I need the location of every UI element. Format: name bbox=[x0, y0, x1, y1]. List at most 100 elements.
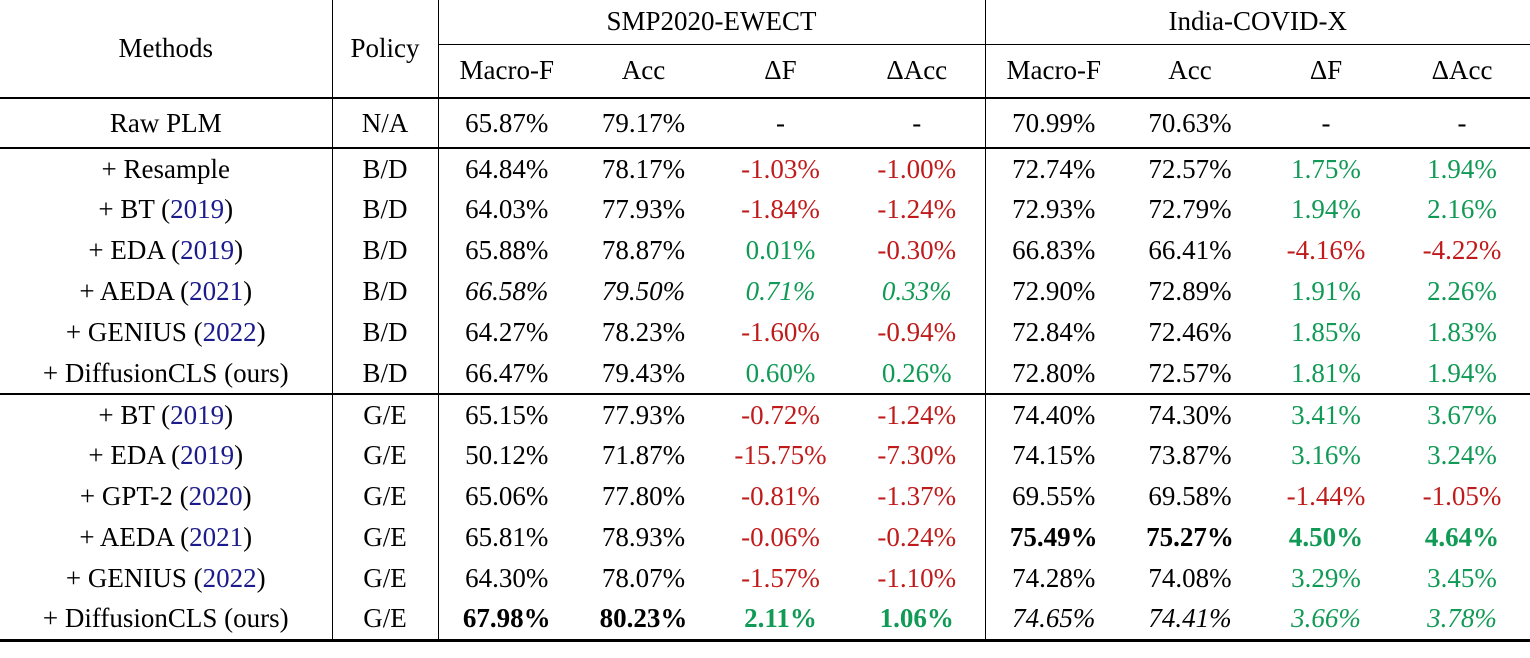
metric-cell: 1.81% bbox=[1291, 357, 1361, 388]
metric-cell: -1.24% bbox=[849, 394, 986, 435]
method-label: Raw PLM bbox=[109, 107, 222, 138]
metric-cell: 3.29% bbox=[1291, 563, 1361, 593]
method-label: ) bbox=[256, 563, 266, 593]
metric-cell: 78.23% bbox=[601, 317, 686, 347]
metric-cell: 2.16% bbox=[1427, 194, 1497, 224]
method-cell: + BT (2019) bbox=[0, 189, 333, 230]
citation-year: 2021 bbox=[189, 522, 244, 552]
method-cell: + BT (2019) bbox=[0, 394, 333, 435]
metric-cell: 78.17% bbox=[601, 153, 686, 184]
metric-cell: 72.89% bbox=[1148, 276, 1232, 306]
metric-cell: 75.27% bbox=[1146, 522, 1234, 552]
group-header-row: Methods Policy SMP2020-EWECT India-COVID… bbox=[0, 0, 1530, 98]
col-header-india-delta-f: ΔF bbox=[1309, 55, 1343, 86]
metric-cell: 1.83% bbox=[1427, 317, 1497, 347]
table-row: + GENIUS (2022) G/E 64.30% 78.07% -1.57% -1.1… bbox=[0, 558, 1530, 599]
metric-cell: 1.85% bbox=[1291, 317, 1361, 347]
metric-cell: 67.98% bbox=[462, 603, 551, 634]
col-header-smp-macro-f: Macro-F bbox=[459, 55, 554, 86]
method-cell: Raw PLM bbox=[0, 98, 333, 148]
metric-cell: 79.50% bbox=[601, 276, 686, 306]
metric-cell: - bbox=[776, 107, 785, 138]
method-cell: + GPT-2 (2020) bbox=[0, 476, 333, 517]
metric-cell: 75.49% bbox=[1009, 522, 1098, 552]
metric-cell: 1.06% bbox=[849, 599, 986, 640]
policy-cell: G/E bbox=[332, 517, 439, 558]
metric-cell: -0.94% bbox=[849, 312, 986, 353]
method-label: + BT ( bbox=[98, 399, 171, 430]
metric-cell: 73.87% bbox=[1148, 440, 1232, 470]
table-row: + AEDA (2021) G/E 65.81% 78.93% -0.06% -0.24%… bbox=[0, 517, 1530, 558]
policy-cell: G/E bbox=[332, 476, 439, 517]
metric-cell: 1.94% bbox=[1291, 194, 1361, 224]
metric-cell: 3.24% bbox=[1427, 440, 1497, 470]
metric-cell: -15.75% bbox=[734, 440, 827, 470]
group-header-india-covid-x: India-COVID-X bbox=[985, 0, 1530, 45]
table-row: + Resample B/D 64.84% 78.17% -1.03% -1.00% 72.… bbox=[0, 148, 1530, 189]
metric-cell: 3.41% bbox=[1291, 399, 1361, 430]
table-row: Raw PLM N/A 65.87% 79.17% - -70.99% 70.63% - - bbox=[0, 98, 1530, 148]
method-label: ) bbox=[256, 317, 266, 347]
metric-cell: 78.07% bbox=[601, 563, 686, 593]
metric-cell: 1.94% bbox=[1427, 357, 1497, 388]
method-label: ) bbox=[242, 481, 252, 511]
policy-cell: B/D bbox=[332, 353, 439, 394]
metric-cell: 69.58% bbox=[1148, 481, 1232, 511]
metric-cell: -0.24% bbox=[849, 517, 986, 558]
method-label: ) bbox=[224, 399, 234, 430]
metric-cell: -1.24% bbox=[849, 189, 986, 230]
citation-year: 2019 bbox=[170, 399, 225, 430]
metric-cell: 65.15% bbox=[465, 399, 549, 430]
section-generate-exploit: + BT (2019) G/E 65.15% 77.93% -0.72% -1.24% 74… bbox=[0, 394, 1530, 640]
metric-cell: 65.88% bbox=[465, 235, 549, 265]
policy-cell: G/E bbox=[332, 394, 439, 435]
metric-cell: 74.40% bbox=[1012, 399, 1096, 430]
citation-year: 2019 bbox=[170, 194, 225, 224]
metric-cell: 77.93% bbox=[601, 194, 686, 224]
method-label: + AEDA ( bbox=[79, 276, 190, 306]
metric-cell: 65.87% bbox=[465, 107, 549, 138]
metric-cell: 3.67% bbox=[1427, 399, 1497, 430]
metric-cell: 3.45% bbox=[1427, 563, 1497, 593]
method-label: ) bbox=[234, 235, 244, 265]
metric-cell: 66.83% bbox=[1012, 235, 1096, 265]
metric-cell: - bbox=[1321, 107, 1331, 138]
metric-cell: 70.63% bbox=[1148, 107, 1232, 138]
citation-year: 2019 bbox=[180, 440, 235, 470]
method-label: + BT ( bbox=[98, 194, 171, 224]
metric-cell: 64.30% bbox=[465, 563, 549, 593]
method-label: ) bbox=[243, 522, 253, 552]
metric-cell: - bbox=[1457, 107, 1467, 138]
col-header-india-delta-acc: ΔAcc bbox=[1431, 55, 1493, 86]
metric-cell: -7.30% bbox=[849, 435, 986, 476]
table-row: + AEDA (2021) B/D 66.58% 79.50% 0.71% 0.33% 72… bbox=[0, 271, 1530, 312]
metric-cell: 74.15% bbox=[1012, 440, 1096, 470]
table-row: + BT (2019) B/D 64.03% 77.93% -1.84% -1.24% 72… bbox=[0, 189, 1530, 230]
metric-cell: 3.16% bbox=[1291, 440, 1361, 470]
metric-cell: -1.05% bbox=[1422, 481, 1502, 511]
col-header-india-acc: Acc bbox=[1168, 55, 1212, 86]
metric-cell: 72.93% bbox=[1012, 194, 1096, 224]
metric-cell: 79.17% bbox=[601, 107, 686, 138]
metric-cell: 0.01% bbox=[745, 235, 816, 265]
metric-cell: -1.03% bbox=[741, 153, 820, 184]
table-header: Methods Policy SMP2020-EWECT India-COVID… bbox=[0, 0, 1530, 98]
metric-cell: 2.26% bbox=[1427, 276, 1497, 306]
method-label: + GENIUS ( bbox=[65, 317, 203, 347]
metric-cell: 4.64% bbox=[1424, 522, 1500, 552]
method-label: + EDA ( bbox=[88, 235, 181, 265]
metric-cell: 77.93% bbox=[601, 399, 686, 430]
metric-cell: - bbox=[849, 98, 986, 148]
citation-year: 2020 bbox=[188, 481, 243, 511]
col-header-india-macro-f: Macro-F bbox=[1006, 55, 1101, 86]
table-row: + DiffusionCLS (ours) G/E 67.98% 80.23% 2.11… bbox=[0, 599, 1530, 640]
method-cell: + GENIUS (2022) bbox=[0, 312, 333, 353]
metric-cell: 78.87% bbox=[601, 235, 686, 265]
policy-cell: B/D bbox=[332, 148, 439, 189]
metric-cell: -4.22% bbox=[1422, 235, 1502, 265]
metric-cell: 3.78% bbox=[1427, 603, 1497, 634]
metric-cell: 72.84% bbox=[1012, 317, 1096, 347]
group-header-smp2020-ewect: SMP2020-EWECT bbox=[438, 0, 986, 45]
citation-year: 2019 bbox=[180, 235, 235, 265]
metric-cell: -0.06% bbox=[741, 522, 820, 552]
